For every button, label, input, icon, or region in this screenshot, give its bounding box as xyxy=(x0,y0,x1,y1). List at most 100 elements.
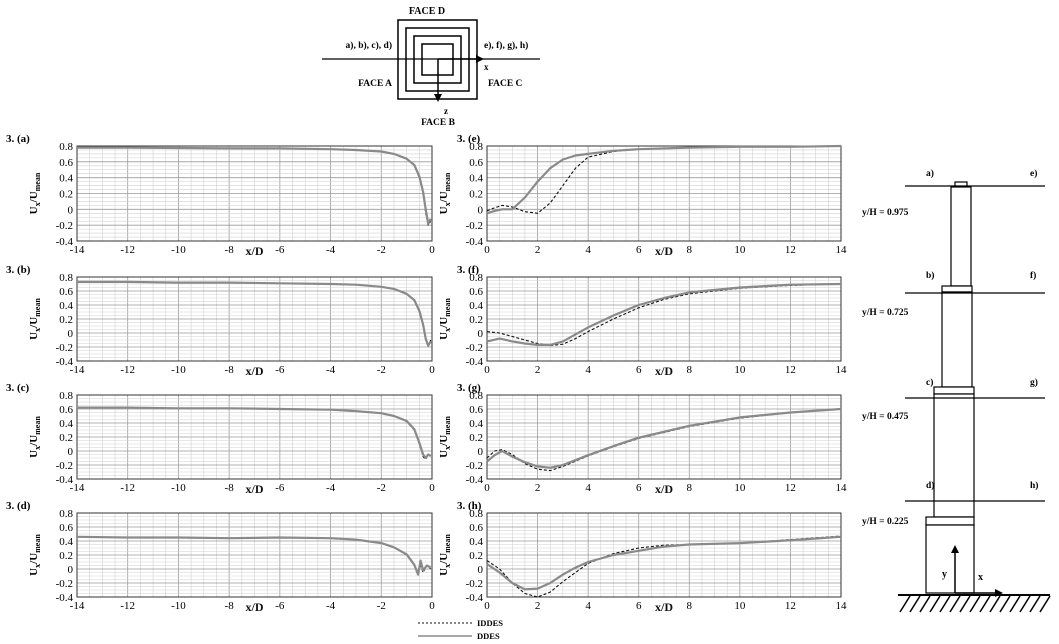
y-title-sub1: x xyxy=(443,564,452,568)
panel-label: 3. (a) xyxy=(6,133,30,145)
building-sketch: a) e) y/H = 0.975 b) f) y/H = 0.725 c) g… xyxy=(862,168,1051,613)
x-tick-label: 0 xyxy=(429,482,435,494)
x-tick-label: 12 xyxy=(785,482,796,494)
panels: 0.80.60.40.20-0.2-0.4-14 -12 -10 -8 -6 -4 -2 0x… xyxy=(6,133,847,616)
y-title-base: U xyxy=(438,206,450,214)
y-title-sub1: x xyxy=(33,564,42,568)
y-tick-label: -0.2 xyxy=(56,460,73,472)
series-line-ddes xyxy=(77,146,432,225)
x-axis-title: x/D xyxy=(655,244,673,258)
series-line-ddes xyxy=(77,406,432,460)
tower-tier-1 xyxy=(950,186,972,287)
y-title-sep: /U xyxy=(28,435,40,447)
y-title-sep: /U xyxy=(438,553,450,565)
station-d-label: d) xyxy=(926,480,934,491)
panel-label: 3. (b) xyxy=(6,264,31,276)
x-tick-label: 10 xyxy=(734,600,746,612)
y-tick-label: 0.2 xyxy=(469,189,483,201)
panel-label: 3. (g) xyxy=(457,382,481,394)
hatch-mark xyxy=(969,595,981,613)
z-arrow-head xyxy=(434,94,442,102)
y-title-sep: /U xyxy=(438,317,450,329)
x-tick-label: -8 xyxy=(225,482,235,494)
x-tick-label: -4 xyxy=(326,600,336,612)
y-title-base: U xyxy=(438,568,450,576)
y-tick-label: 0.6 xyxy=(469,522,483,534)
y-tick-label: 0.2 xyxy=(469,432,483,444)
hatch-mark xyxy=(899,595,911,613)
x-tick-label: 6 xyxy=(636,482,642,494)
y-tick-label: 0.8 xyxy=(59,272,73,284)
y-tick-label: 0.8 xyxy=(59,141,73,153)
x-tick-label: -6 xyxy=(275,244,285,256)
x-tick-label: -8 xyxy=(225,244,235,256)
y-tick-label: 0.6 xyxy=(469,157,483,169)
y-title-sub2: mean xyxy=(33,172,42,191)
y-tick-label: -0.4 xyxy=(466,356,484,368)
legend-ddes-label: DDES xyxy=(477,631,500,641)
y-tick-label: 0.2 xyxy=(469,314,483,326)
panel-label: 3. (f) xyxy=(457,264,479,276)
x-tick-label: 0 xyxy=(484,482,490,494)
x-tick-label: 4 xyxy=(585,482,591,494)
y-axis-title: Ux/Umean xyxy=(438,172,452,214)
y-tick-label: 0.4 xyxy=(59,536,73,548)
x-tick-label: 6 xyxy=(636,600,642,612)
station-e-label: e) xyxy=(1030,168,1037,179)
y-tick-label: -0.2 xyxy=(56,578,73,590)
y-title-sub1: x xyxy=(443,328,452,332)
y-tick-label: -0.2 xyxy=(56,220,73,232)
y-title-sep: /U xyxy=(28,553,40,565)
y-tick-label: 0.4 xyxy=(469,173,483,185)
hatch-mark xyxy=(949,595,961,613)
x-tick-label: 0 xyxy=(484,244,490,256)
y-tick-label: -0.2 xyxy=(466,578,483,590)
y-axis-title: Ux/Umean xyxy=(28,416,42,458)
hatch-mark xyxy=(1019,595,1031,613)
y-tick-label: 0.2 xyxy=(469,550,483,562)
series-line-iddes xyxy=(486,283,842,347)
y-title-base: U xyxy=(438,332,450,340)
x-tick-label: -12 xyxy=(120,244,135,256)
y-title-sub2: mean xyxy=(33,416,42,435)
y-tick-label: 0 xyxy=(478,328,484,340)
y-arrow-head xyxy=(951,545,959,553)
x-tick-label: -2 xyxy=(377,244,386,256)
y-title-sub2: mean xyxy=(33,534,42,553)
face-a-label: FACE A xyxy=(358,79,392,89)
chart-panel: 0.80.60.40.20-0.2-0.40 2 4 6 8 10 12 14x/DUx/Um… xyxy=(438,382,847,498)
station-h-label: h) xyxy=(1030,480,1038,491)
y-tick-label: 0.2 xyxy=(59,550,73,562)
hatch-mark xyxy=(1009,595,1021,613)
hatch-mark xyxy=(1029,595,1041,613)
x-tick-label: 4 xyxy=(585,364,591,376)
y-title-sub2: mean xyxy=(443,298,452,317)
hatch-mark xyxy=(999,595,1011,613)
y-tick-label: -0.2 xyxy=(466,342,483,354)
y-tick-label: -0.4 xyxy=(56,236,74,248)
x-tick-label: -4 xyxy=(326,244,336,256)
plot-frame xyxy=(76,145,433,242)
y-title-sep: /U xyxy=(438,191,450,203)
station-f-label: f) xyxy=(1030,270,1036,281)
panel-label: 3. (e) xyxy=(457,133,481,145)
x-tick-label: -2 xyxy=(377,600,386,612)
plot-frame xyxy=(486,512,842,598)
ground-hatch xyxy=(899,595,1051,613)
y-tick-label: 0.6 xyxy=(469,286,483,298)
x-tick-label: 6 xyxy=(636,364,642,376)
series-line-ddes xyxy=(486,282,842,346)
y-axis-title: Ux/Umean xyxy=(438,416,452,458)
y-tick-label: -0.4 xyxy=(56,356,74,368)
y-title-sep: /U xyxy=(28,191,40,203)
y-tick-label: 0.8 xyxy=(59,508,73,520)
x-axis-title: x/D xyxy=(246,364,264,378)
y-title-base: U xyxy=(28,332,40,340)
schematic-x-label: x xyxy=(484,62,489,72)
x-tick-label: 0 xyxy=(429,364,435,376)
x-tick-label: 2 xyxy=(535,244,541,256)
y-axis-title: Ux/Umean xyxy=(438,534,452,576)
x-axis-title: x/D xyxy=(655,364,673,378)
x-tick-label: -10 xyxy=(171,364,186,376)
y-tick-label: -0.4 xyxy=(56,474,74,486)
